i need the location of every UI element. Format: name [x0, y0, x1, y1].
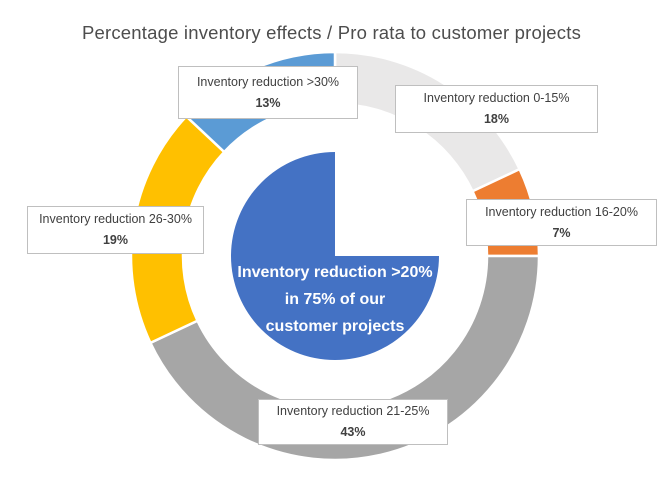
- callout-label-gt30: Inventory reduction >30%: [196, 74, 340, 89]
- center-pie-text-line1: Inventory reduction >20%: [237, 264, 433, 281]
- center-pie-text: Inventory reduction >20% in 75% of our c…: [185, 259, 485, 340]
- callout-inventory-reduction-21-25: Inventory reduction 21-25% 43%: [258, 399, 448, 445]
- callout-label-21-25: Inventory reduction 21-25%: [276, 404, 430, 418]
- callout-value-21-25: 43%: [340, 425, 366, 439]
- center-pie-text-line2: in 75% of our: [284, 291, 386, 308]
- callout-value-16-20: 7%: [552, 225, 571, 240]
- callout-inventory-reduction-0-15: Inventory reduction 0-15% 18%: [395, 85, 598, 133]
- callout-value-gt30: 13%: [255, 95, 281, 110]
- callout-inventory-reduction-26-30: Inventory reduction 26-30% 19%: [27, 206, 204, 254]
- callout-inventory-reduction-16-20: Inventory reduction 16-20% 7%: [466, 199, 657, 246]
- callout-label-16-20: Inventory reduction 16-20%: [485, 204, 638, 219]
- callout-value-26-30: 19%: [102, 233, 129, 247]
- callout-inventory-reduction-gt30: Inventory reduction >30% 13%: [178, 66, 358, 119]
- callout-label-26-30: Inventory reduction 26-30%: [39, 212, 192, 226]
- center-pie-text-line3: customer projects: [265, 318, 405, 335]
- chart-title: Percentage inventory effects / Pro rata …: [81, 22, 582, 43]
- callout-label-0-15: Inventory reduction 0-15%: [423, 91, 570, 105]
- callout-value-0-15: 18%: [483, 112, 510, 126]
- center-pie: [231, 152, 439, 360]
